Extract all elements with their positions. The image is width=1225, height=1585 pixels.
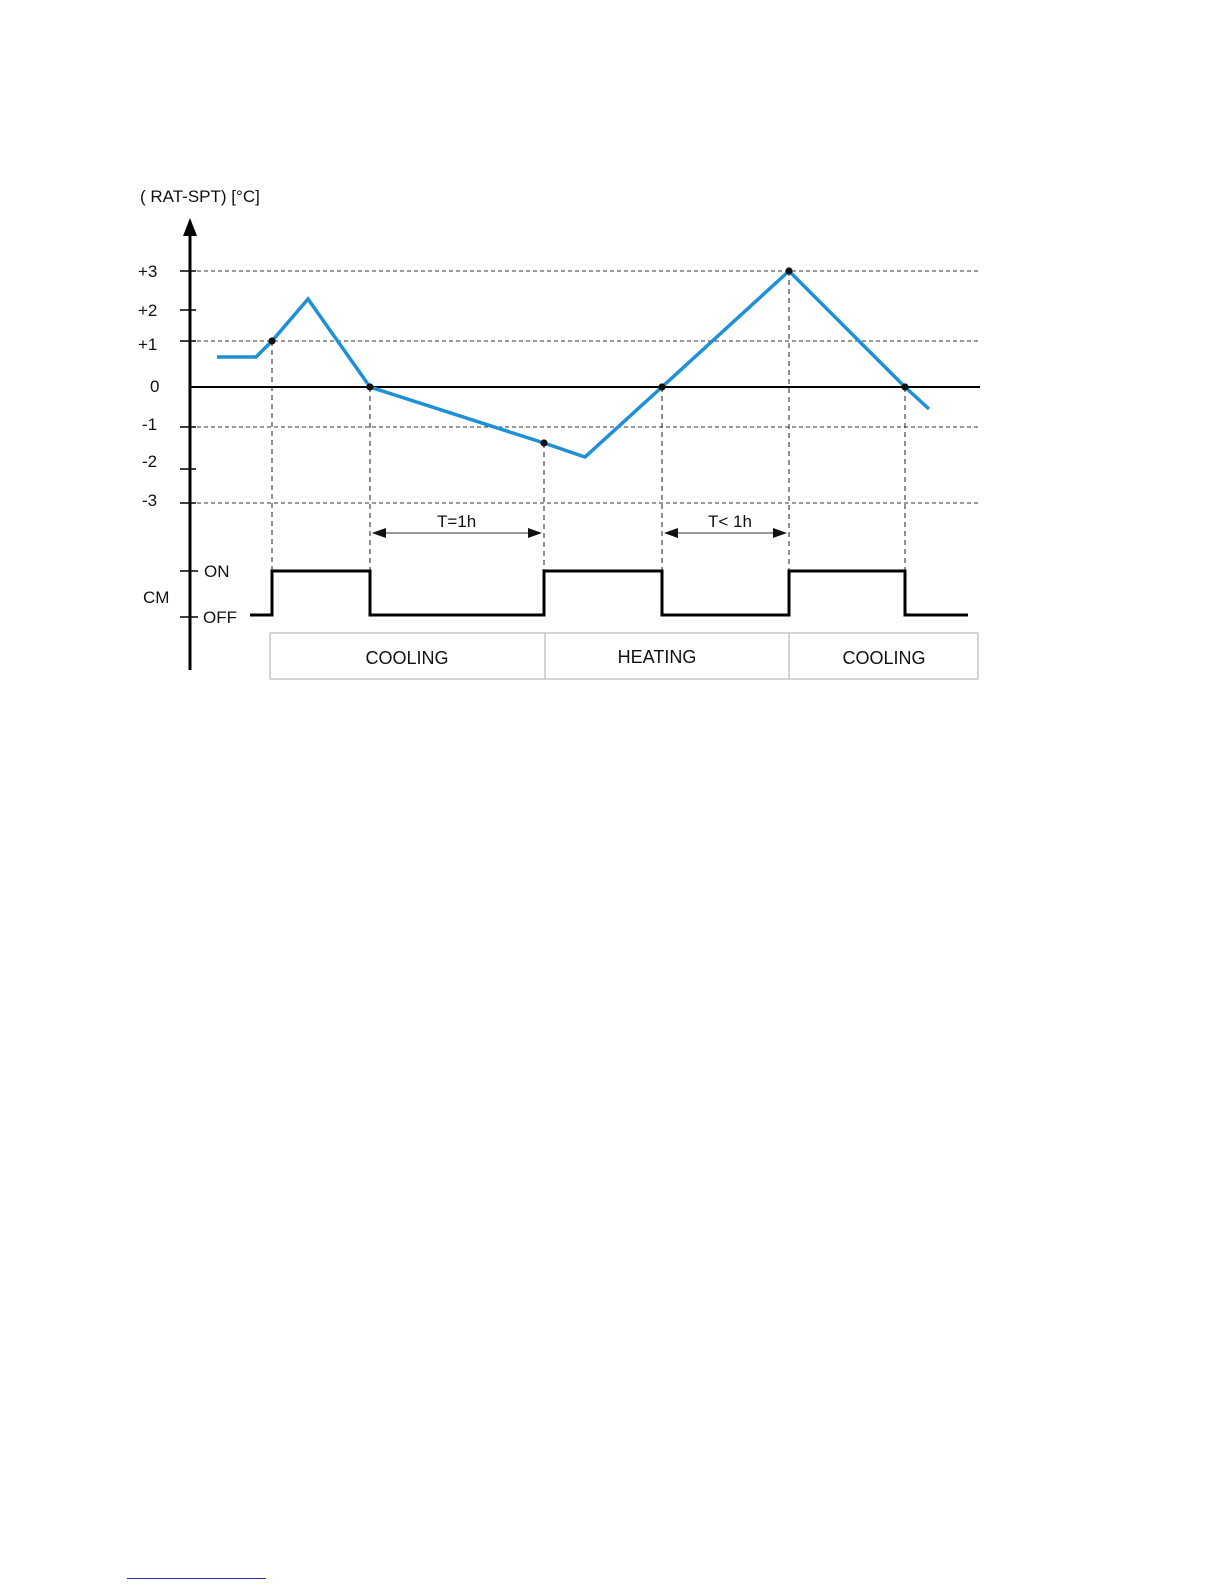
drop-lines xyxy=(271,271,906,570)
mode-label: COOLING xyxy=(842,648,925,668)
curve-point xyxy=(268,337,276,345)
interval-arrow-cooling: T=1h xyxy=(372,512,542,538)
y-tick-label: +2 xyxy=(138,301,157,320)
curve-point xyxy=(540,439,548,447)
compressor-signal xyxy=(250,569,968,617)
interval-label-heating: T< 1h xyxy=(708,512,752,531)
cm-axis-ticks xyxy=(180,570,198,618)
y-tick-label: -3 xyxy=(142,491,157,510)
cm-label: CM xyxy=(143,588,169,607)
mode-label: COOLING xyxy=(365,648,448,668)
y-tick-label: -2 xyxy=(142,452,157,471)
mode-cell xyxy=(788,632,979,680)
y-axis-arrow-icon xyxy=(183,218,197,236)
temperature-curve xyxy=(217,268,931,459)
y-tick-label: 0 xyxy=(150,377,159,396)
curve-points xyxy=(268,267,909,447)
y-tick-label: +3 xyxy=(138,262,157,281)
y-tick-label: -1 xyxy=(142,415,157,434)
mode-bar: COOLING HEATING COOLING xyxy=(269,632,979,680)
interval-arrow-heating: T< 1h xyxy=(664,512,787,538)
curve-point xyxy=(366,383,374,391)
y-axis-title: ( RAT-SPT) [°C] xyxy=(140,187,260,206)
reference-lines xyxy=(190,270,980,504)
footer-rule xyxy=(127,1578,266,1579)
y-tick-labels: +3 +2 +1 0 -1 -2 -3 xyxy=(138,262,159,510)
cm-on-label: ON xyxy=(204,562,230,581)
curve-point xyxy=(785,267,793,275)
cm-off-label: OFF xyxy=(203,608,237,627)
curve-point xyxy=(901,383,909,391)
curve-point xyxy=(658,383,666,391)
y-tick-label: +1 xyxy=(138,335,157,354)
interval-label-cooling: T=1h xyxy=(437,512,476,531)
mode-label: HEATING xyxy=(618,647,697,667)
y-tick-marks xyxy=(180,270,196,504)
